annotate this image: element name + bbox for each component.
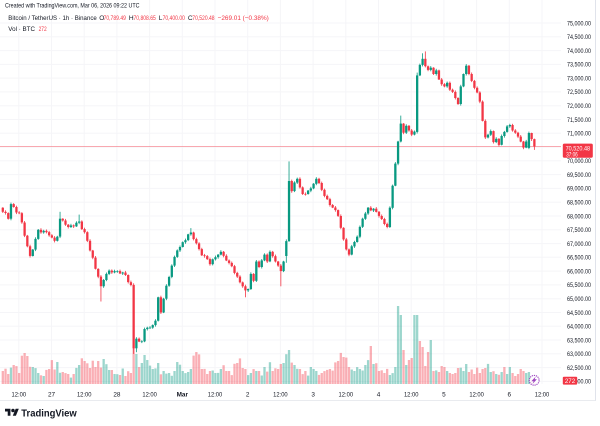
svg-text:12:00: 12:00 xyxy=(273,392,288,399)
svg-text:12:00: 12:00 xyxy=(77,392,92,399)
svg-text:12:00: 12:00 xyxy=(535,392,550,399)
svg-text:63,500.00: 63,500.00 xyxy=(567,337,591,344)
svg-text:12:00: 12:00 xyxy=(404,392,419,399)
svg-text:74,000.00: 74,000.00 xyxy=(567,48,591,55)
svg-text:73,500.00: 73,500.00 xyxy=(567,62,591,69)
svg-text:67,000.00: 67,000.00 xyxy=(567,241,591,248)
svg-text:66,000.00: 66,000.00 xyxy=(567,268,591,275)
svg-text:69,000.00: 69,000.00 xyxy=(567,186,591,193)
svg-text:70,400.00: 70,400.00 xyxy=(163,15,186,22)
svg-text:65,000.00: 65,000.00 xyxy=(567,296,591,303)
svg-text:69,500.00: 69,500.00 xyxy=(567,172,591,179)
svg-text:70,000.00: 70,000.00 xyxy=(567,158,591,165)
svg-text:65,500.00: 65,500.00 xyxy=(567,282,591,289)
svg-text:L: L xyxy=(159,15,163,22)
svg-text:12:00: 12:00 xyxy=(469,392,484,399)
svg-text:70,520.48: 70,520.48 xyxy=(192,15,215,22)
svg-text:73,000.00: 73,000.00 xyxy=(567,75,591,82)
svg-text:71,500.00: 71,500.00 xyxy=(567,117,591,124)
svg-text:27: 27 xyxy=(48,392,56,399)
svg-text:272: 272 xyxy=(565,378,576,385)
svg-text:62,500.00: 62,500.00 xyxy=(567,365,591,372)
svg-text:37:06: 37:06 xyxy=(566,152,578,159)
svg-text:Bitcoin / TetherUS · 1h · Bina: Bitcoin / TetherUS · 1h · Binance xyxy=(8,15,97,22)
svg-text:68,500.00: 68,500.00 xyxy=(567,200,591,207)
svg-text:72,000.00: 72,000.00 xyxy=(567,103,591,110)
svg-text:−269.01 (−0.38%): −269.01 (−0.38%) xyxy=(218,15,269,22)
svg-text:70,789.49: 70,789.49 xyxy=(104,15,127,22)
svg-text:64,500.00: 64,500.00 xyxy=(567,310,591,317)
svg-text:70,808.65: 70,808.65 xyxy=(134,15,157,22)
svg-text:6: 6 xyxy=(508,392,512,399)
svg-text:12:00: 12:00 xyxy=(12,392,27,399)
svg-text:3: 3 xyxy=(311,392,315,399)
svg-text:C: C xyxy=(188,15,193,22)
svg-text:12:00: 12:00 xyxy=(339,392,354,399)
svg-text:68,000.00: 68,000.00 xyxy=(567,213,591,220)
svg-text:Vol · BTC: Vol · BTC xyxy=(8,26,35,33)
svg-text:70,520.48: 70,520.48 xyxy=(566,145,591,152)
svg-text:272: 272 xyxy=(39,26,47,33)
svg-text:75,000.00: 75,000.00 xyxy=(567,20,591,27)
svg-text:74,500.00: 74,500.00 xyxy=(567,34,591,41)
svg-text:TradingView: TradingView xyxy=(21,408,77,419)
svg-text:Mar: Mar xyxy=(177,392,189,399)
svg-text:O: O xyxy=(99,15,104,22)
svg-text:H: H xyxy=(129,15,134,22)
svg-text:72,500.00: 72,500.00 xyxy=(567,89,591,96)
svg-text:67,500.00: 67,500.00 xyxy=(567,227,591,234)
svg-text:Created with TradingView.com,: Created with TradingView.com, Mar 06, 20… xyxy=(5,3,140,10)
svg-text:64,000.00: 64,000.00 xyxy=(567,324,591,331)
svg-text:12:00: 12:00 xyxy=(208,392,223,399)
svg-text:66,500.00: 66,500.00 xyxy=(567,255,591,262)
svg-text:12:00: 12:00 xyxy=(142,392,157,399)
svg-text:28: 28 xyxy=(113,392,121,399)
svg-text:71,000.00: 71,000.00 xyxy=(567,131,591,138)
svg-text:4: 4 xyxy=(377,392,381,399)
svg-text:63,000.00: 63,000.00 xyxy=(567,351,591,358)
svg-text:5: 5 xyxy=(442,392,446,399)
svg-text:2: 2 xyxy=(246,392,250,399)
svg-text:62,000.00: 62,000.00 xyxy=(567,379,591,386)
